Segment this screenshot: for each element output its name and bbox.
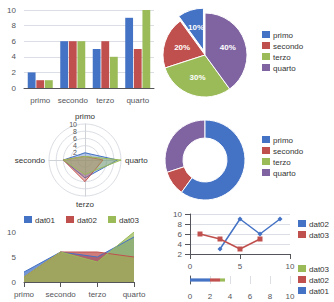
svg-text:2: 2	[12, 68, 17, 77]
svg-text:10: 10	[286, 262, 295, 271]
svg-text:6: 6	[12, 37, 17, 46]
svg-text:4: 4	[228, 292, 233, 301]
svg-text:6: 6	[248, 292, 253, 301]
svg-text:quarto: quarto	[273, 169, 296, 178]
svg-text:dat01: dat01	[309, 287, 330, 296]
svg-text:10: 10	[286, 292, 295, 301]
svg-text:0: 0	[188, 262, 193, 271]
svg-text:8: 8	[73, 128, 77, 135]
svg-text:dat02: dat02	[309, 276, 330, 285]
svg-text:dat02: dat02	[309, 220, 330, 229]
svg-text:dat03: dat03	[309, 231, 330, 240]
svg-text:secondo: secondo	[15, 156, 46, 165]
svg-text:10: 10	[69, 121, 77, 128]
svg-text:secondo: secondo	[273, 147, 304, 156]
svg-text:10: 10	[7, 6, 16, 15]
svg-text:4: 4	[12, 52, 17, 61]
svg-text:0: 0	[12, 84, 17, 93]
svg-text:terzo: terzo	[88, 290, 106, 299]
svg-text:8: 8	[178, 220, 183, 229]
svg-text:0: 0	[188, 292, 193, 301]
svg-text:2: 2	[73, 149, 77, 157]
svg-text:terzo: terzo	[273, 158, 291, 167]
svg-text:4: 4	[178, 240, 183, 249]
svg-text:terzo: terzo	[76, 200, 94, 209]
svg-text:dat03: dat03	[119, 216, 140, 225]
svg-text:5: 5	[12, 253, 17, 262]
svg-text:primo: primo	[14, 290, 35, 299]
svg-text:10: 10	[7, 228, 16, 237]
svg-text:30%: 30%	[190, 73, 206, 82]
svg-text:primo: primo	[75, 112, 96, 121]
svg-text:dat03: dat03	[309, 265, 330, 274]
svg-text:2: 2	[208, 292, 213, 301]
svg-text:dat01: dat01	[35, 216, 56, 225]
svg-text:secondo: secondo	[273, 42, 304, 51]
svg-text:primo: primo	[273, 136, 294, 145]
svg-text:10: 10	[173, 210, 182, 219]
svg-text:40%: 40%	[220, 43, 236, 52]
svg-text:quarto: quarto	[126, 96, 149, 105]
svg-text:secondo: secondo	[46, 290, 77, 299]
svg-text:quarto: quarto	[123, 290, 146, 299]
svg-text:2: 2	[178, 250, 183, 259]
svg-text:20%: 20%	[174, 43, 190, 52]
svg-text:0: 0	[12, 278, 17, 287]
svg-text:6: 6	[178, 230, 183, 239]
svg-text:primo: primo	[273, 31, 294, 40]
svg-text:quarto: quarto	[273, 64, 296, 73]
svg-text:dat02: dat02	[77, 216, 98, 225]
svg-text:4: 4	[73, 142, 77, 149]
svg-text:secondo: secondo	[58, 96, 89, 105]
svg-text:5: 5	[238, 262, 243, 271]
svg-text:terzo: terzo	[273, 53, 291, 62]
svg-text:6: 6	[73, 135, 77, 142]
svg-text:8: 8	[12, 21, 17, 30]
svg-text:terzo: terzo	[96, 96, 114, 105]
svg-text:quarto: quarto	[125, 156, 148, 165]
svg-text:primo: primo	[30, 96, 51, 105]
svg-text:8: 8	[268, 292, 273, 301]
svg-text:10%: 10%	[188, 23, 204, 32]
